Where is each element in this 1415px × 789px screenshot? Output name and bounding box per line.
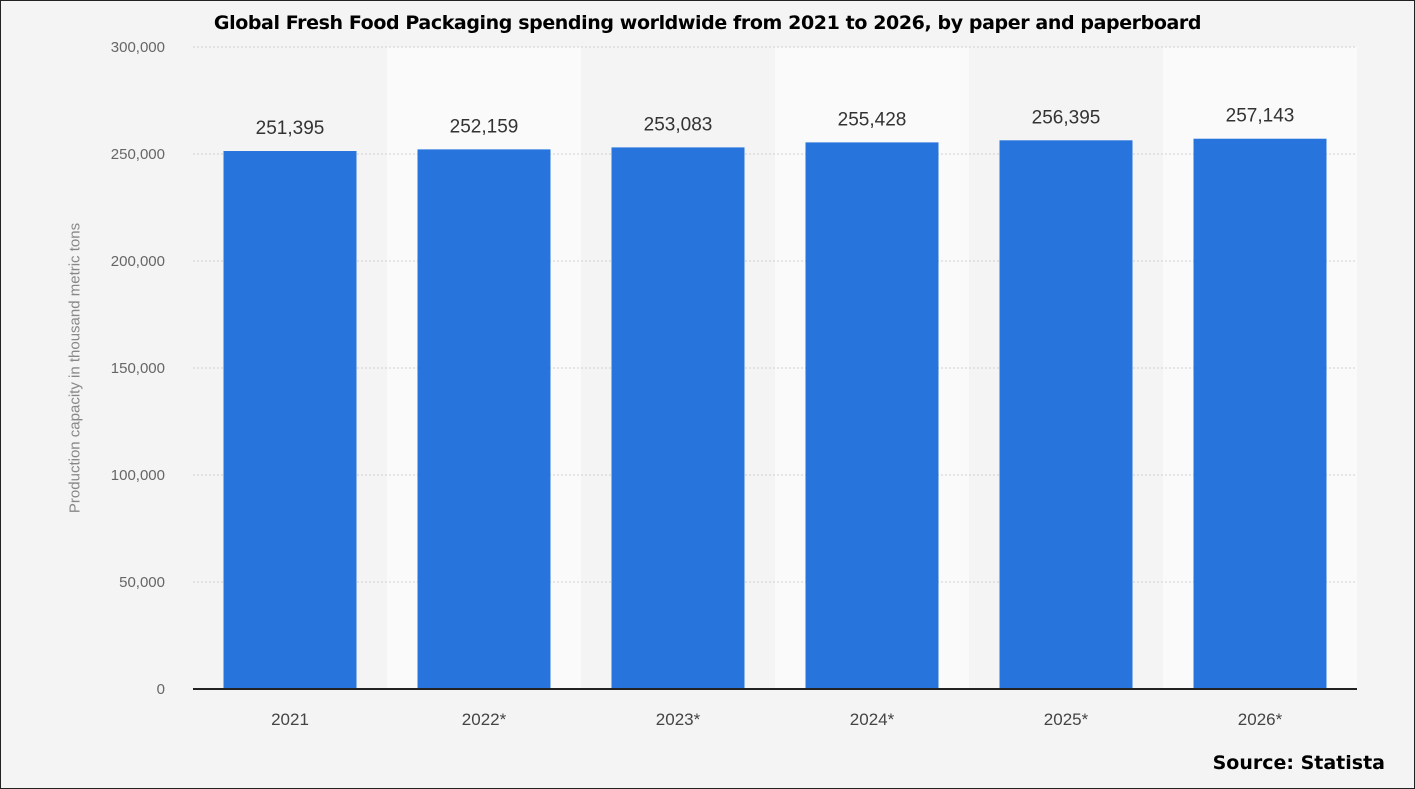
x-tick-label: 2025* [1044,710,1089,729]
y-tick-label: 250,000 [111,146,165,163]
data-label: 255,428 [838,109,907,130]
y-tick-label: 150,000 [111,360,165,377]
data-label: 251,395 [256,118,325,139]
y-tick-label: 0 [157,681,165,698]
bar [1193,138,1327,689]
x-tick-label: 2021 [271,710,309,729]
y-tick-label: 100,000 [111,467,165,484]
x-tick-label: 2026* [1238,710,1283,729]
x-tick-label: 2024* [850,710,895,729]
y-tick-label: 200,000 [111,253,165,270]
data-label: 252,159 [450,116,519,137]
source-note: Source: Statista [1212,752,1385,774]
bar [999,140,1133,689]
data-label: 253,083 [644,114,713,135]
x-tick-label: 2022* [462,710,507,729]
data-label: 257,143 [1226,106,1295,127]
y-tick-label: 50,000 [119,574,165,591]
y-tick-label: 300,000 [111,39,165,56]
bar [805,142,939,689]
chart-title: Global Fresh Food Packaging spending wor… [213,12,1202,34]
bar [611,147,745,690]
bar [223,151,357,689]
x-tick-label: 2023* [656,710,701,729]
data-label: 256,395 [1032,107,1101,128]
bar [417,149,551,689]
